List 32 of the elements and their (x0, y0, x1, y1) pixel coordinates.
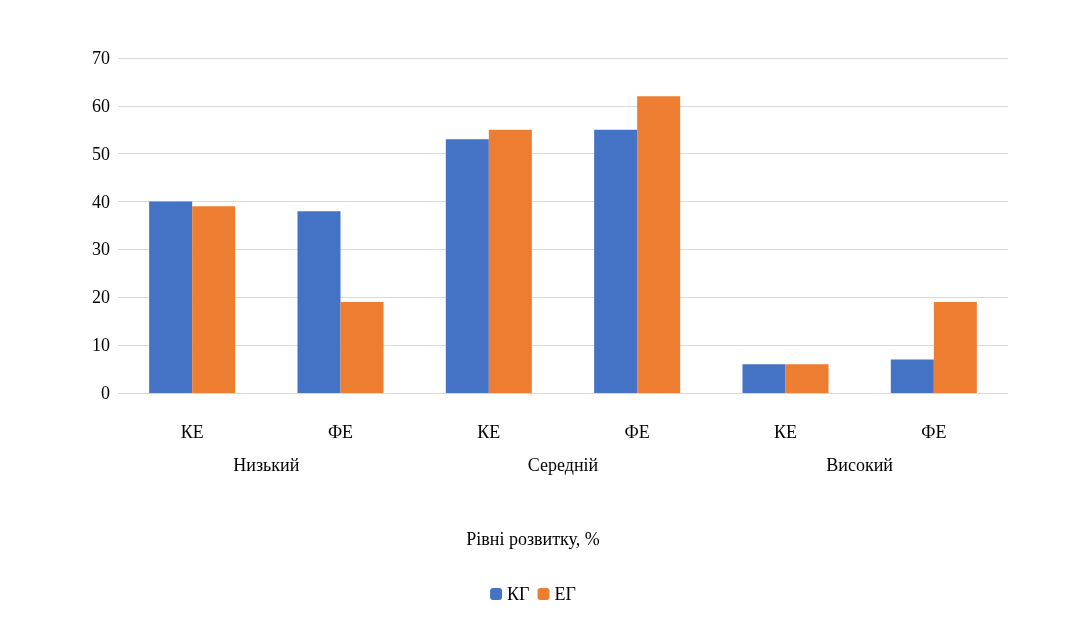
bar (340, 302, 384, 393)
bar (742, 364, 786, 393)
bar (890, 359, 934, 393)
x-tick-label: ФЕ (921, 422, 947, 442)
bar (933, 302, 977, 393)
bar (192, 206, 236, 393)
bar (445, 139, 489, 393)
y-tick-label: 70 (92, 48, 110, 68)
y-tick-label: 30 (92, 239, 110, 260)
bar (297, 211, 341, 393)
text: Низький (233, 455, 300, 475)
x-tick-label: КЕ (180, 422, 204, 442)
text: Високий (826, 455, 894, 475)
bar (594, 129, 638, 393)
y-tick-label: 50 (92, 143, 110, 164)
x-axis-title: Рівні розвитку, % (466, 529, 600, 549)
x-tick-label: ФЕ (624, 422, 650, 442)
y-tick-label: 10 (92, 335, 110, 356)
bar (637, 96, 681, 393)
y-tick-label: 40 (92, 191, 110, 212)
bar (149, 201, 193, 393)
legend-label: ЕГ (554, 584, 576, 604)
y-tick-label: 0 (101, 383, 110, 403)
x-tick-label: ФЕ (327, 422, 354, 442)
text: Середній (527, 455, 599, 475)
legend-label: КГ (507, 584, 530, 604)
bar (488, 129, 532, 393)
y-tick-label: 20 (92, 287, 110, 308)
bar (785, 364, 829, 393)
y-tick-label: 60 (92, 95, 110, 116)
x-tick-label: КЕ (773, 422, 798, 442)
x-tick-label: КЕ (477, 422, 501, 442)
